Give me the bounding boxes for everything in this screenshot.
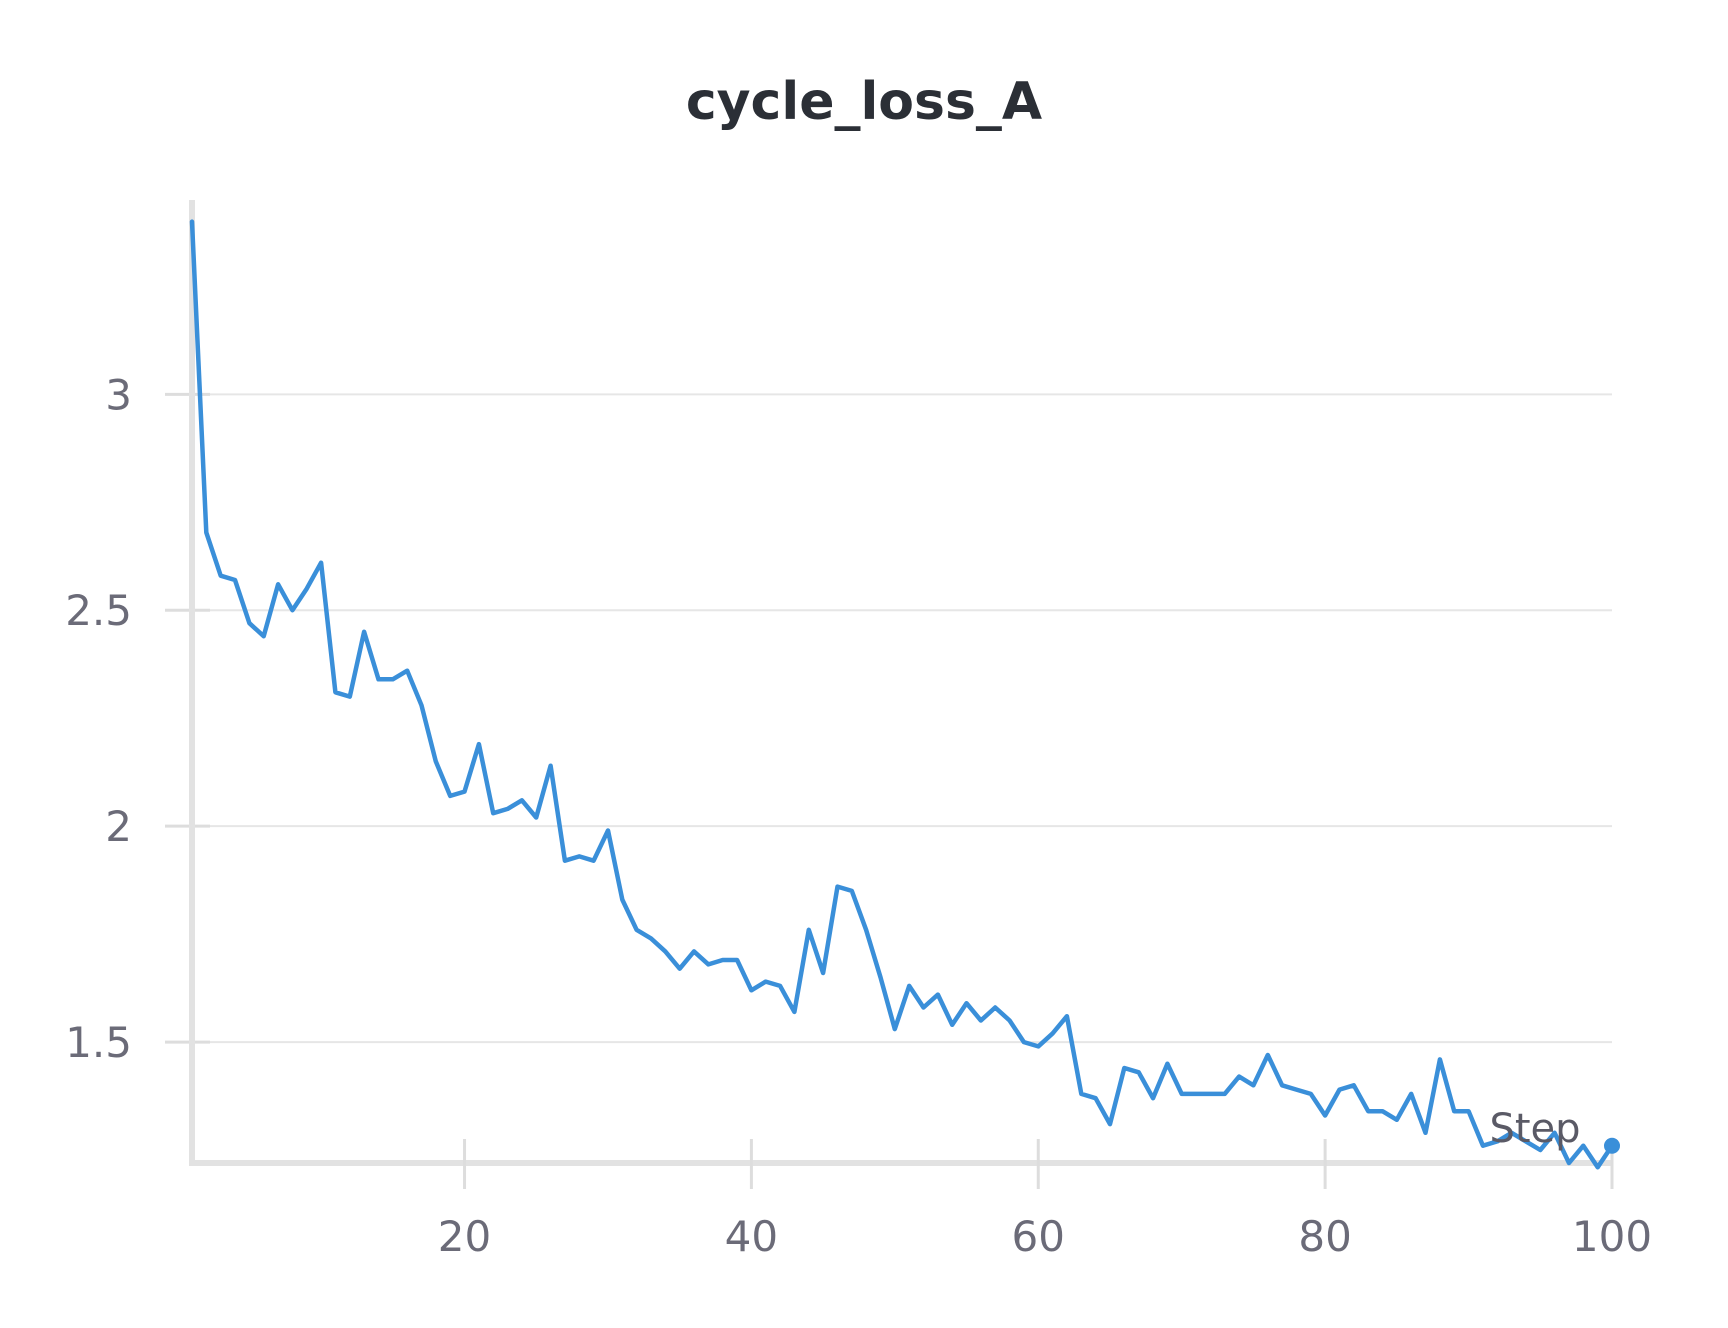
y-tick-label: 2 [105,802,132,851]
y-tick-label: 3 [105,370,132,419]
series-line [189,219,1615,1170]
x-tick-label: 40 [725,1212,778,1261]
x-axis-label: Step [1489,1106,1580,1152]
x-tick-label: 100 [1572,1212,1652,1261]
y-tick-label: 1.5 [65,1018,132,1067]
tick-labels: 1.5 2 2.5 3 20 40 60 80 100 [65,370,1652,1261]
y-tick-label: 2.5 [65,586,132,635]
x-tick-label: 60 [1012,1212,1065,1261]
x-tick-label: 20 [438,1212,491,1261]
chart-title: cycle_loss_A [685,72,1043,132]
gridlines [192,393,1612,1044]
last-point-marker [1604,1137,1620,1154]
axes [165,200,1614,1189]
x-tick-label: 80 [1298,1212,1351,1261]
series-layer [189,219,1620,1170]
